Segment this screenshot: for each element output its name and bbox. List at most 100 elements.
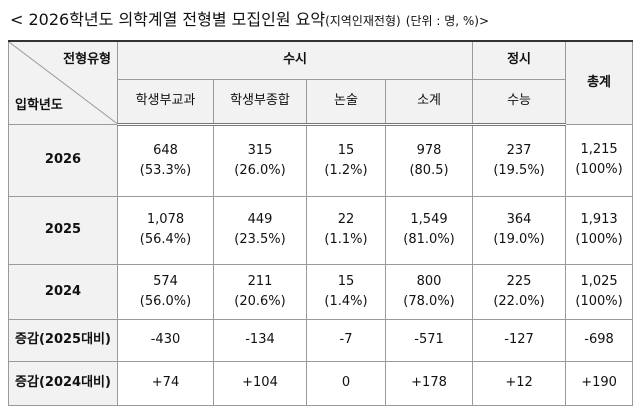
cell-line: (1.2%) [324, 162, 368, 178]
table-cell: +74 [117, 360, 214, 406]
cell-line: (80.5) [409, 162, 449, 178]
column-header: 소계 [384, 78, 474, 126]
column-header: 수능 [472, 78, 567, 126]
header-row: 학생부교과 학생부종합 논술 소계 수능 [9, 78, 633, 126]
cell-line: 648 [153, 142, 178, 158]
cell-line: +178 [411, 375, 447, 390]
cell-line: (56.4%) [139, 232, 192, 247]
table-row: 2026 648 (53.3%) 315 (26.0%) 15 (1.2%) 978 (80.5… [8, 123, 634, 197]
table-cell: +104 [213, 360, 307, 406]
table-cell: 1,913 (100%) [565, 195, 634, 265]
table-cell: -571 [384, 318, 474, 362]
cell-line: (56.0%) [139, 293, 192, 309]
group-header: 정시 [472, 40, 567, 80]
cell-line: 315 [247, 142, 273, 158]
corner-bottom: 입학년도 [15, 97, 63, 113]
title-sub: (지역인재전형) [325, 14, 401, 28]
cell-line: (100%) [575, 293, 623, 309]
cell-line: +190 [581, 375, 617, 390]
cell-line: -7 [339, 332, 353, 347]
table-row: 2024 574 (56.0%) 211 (20.6%) 15 (1.4%) 800 (78.0… [8, 263, 634, 320]
cell-line: (53.3%) [139, 162, 192, 178]
row-header: 증감(2024대비) [8, 360, 118, 406]
table-cell: 0 [306, 360, 386, 406]
cell-line: 1,215 [580, 142, 618, 157]
group-header: 수시 [116, 40, 474, 80]
cell-line: -127 [504, 332, 534, 347]
cell-line: 449 [247, 212, 273, 227]
table-cell: 449 (23.5%) [213, 195, 307, 265]
table-row: 증감(2024대비) +74 +104 0 +178 +12 +190 [8, 360, 634, 406]
cell-line: 225 [506, 273, 532, 289]
table-cell: -134 [213, 318, 307, 362]
cell-line: (19.0%) [493, 232, 545, 247]
table-cell: 1,549 (81.0%) [384, 195, 474, 265]
cell-line: -698 [584, 332, 614, 347]
table-cell: +178 [384, 360, 474, 406]
summary-table: 전형유형 입학년도 수시 정시 총계 학생부교과 학생부종합 논술 소계 수능 2026… [8, 40, 634, 406]
cell-line: 1,025 [580, 273, 618, 289]
table-cell: +12 [472, 360, 567, 406]
row-header: 증감(2025대비) [8, 318, 118, 362]
cell-line: (81.0%) [403, 232, 455, 247]
table-cell: 211 (20.6%) [213, 263, 307, 320]
table-cell: 1,215 (100%) [565, 123, 634, 197]
table-cell: 315 (26.0%) [213, 123, 307, 197]
cell-line: 15 [337, 273, 355, 289]
cell-line: (20.6%) [234, 293, 286, 309]
table-body: 2026 648 (53.3%) 315 (26.0%) 15 (1.2%) 978 (80.5… [8, 123, 634, 406]
cell-line: 364 [506, 212, 532, 227]
table-cell: -127 [472, 318, 567, 362]
cell-line: 800 [416, 273, 442, 289]
table-cell: 15 (1.2%) [306, 123, 386, 197]
table-cell: +190 [565, 360, 634, 406]
cell-line: +12 [505, 375, 533, 390]
cell-line: -134 [245, 332, 275, 347]
group-header: 총계 [565, 40, 634, 125]
cell-line: (23.5%) [234, 232, 286, 247]
row-header: 2024 [8, 263, 118, 320]
table-row: 증감(2025대비) -430 -134 -7 -571 -127 -698 [8, 318, 634, 362]
title-main: < 2026학년도 의학계열 전형별 모집인원 요약 [10, 10, 326, 29]
cell-line: 0 [341, 375, 351, 390]
cell-line: 237 [506, 142, 532, 158]
cell-line: 574 [153, 273, 178, 289]
cell-line: (26.0%) [234, 162, 286, 178]
diagonal [9, 42, 117, 124]
cell-line: (22.0%) [493, 293, 545, 309]
table-cell: 1,078 (56.4%) [117, 195, 214, 265]
cell-line: 978 [416, 142, 442, 158]
cell-line: 22 [337, 212, 355, 227]
column-header: 논술 [306, 78, 386, 126]
cell-line: +104 [242, 375, 278, 390]
header-row: 전형유형 입학년도 수시 정시 총계 [8, 40, 634, 125]
table-cell: 225 (22.0%) [472, 263, 567, 320]
cell-line: +74 [151, 375, 180, 390]
corner-cell: 전형유형 입학년도 [8, 40, 118, 125]
row-header: 2026 [8, 123, 118, 197]
table-cell: 364 (19.0%) [472, 195, 567, 265]
corner-top: 전형유형 [63, 52, 111, 67]
table-cell: -698 [565, 318, 634, 362]
column-header: 학생부종합 [213, 78, 307, 126]
table-cell: 15 (1.4%) [306, 263, 386, 320]
cell-line: 15 [337, 142, 355, 158]
table-cell: 22 (1.1%) [306, 195, 386, 265]
column-header: 학생부교과 [117, 78, 214, 126]
title: < 2026학년도 의학계열 전형별 모집인원 요약(지역인재전형) (단위 :… [10, 6, 489, 30]
table-cell: 1,025 (100%) [565, 263, 634, 320]
cell-line: -571 [414, 332, 444, 347]
cell-line: (19.5%) [493, 162, 545, 178]
cell-line: -430 [150, 332, 181, 347]
table-cell: 978 (80.5) [384, 123, 474, 197]
table-row: 2025 1,078 (56.4%) 449 (23.5%) 22 (1.1%) 1,549 (… [8, 195, 634, 265]
cell-line: 1,913 [580, 212, 618, 227]
table-cell: 237 (19.5%) [472, 123, 567, 197]
table-cell: 800 (78.0%) [384, 263, 474, 320]
table-cell: 574 (56.0%) [117, 263, 214, 320]
cell-line: (1.4%) [324, 293, 368, 309]
title-unit: (단위 : 명, %)> [405, 14, 490, 28]
cell-line: 1,549 [410, 212, 448, 227]
cell-line: 211 [247, 273, 273, 289]
